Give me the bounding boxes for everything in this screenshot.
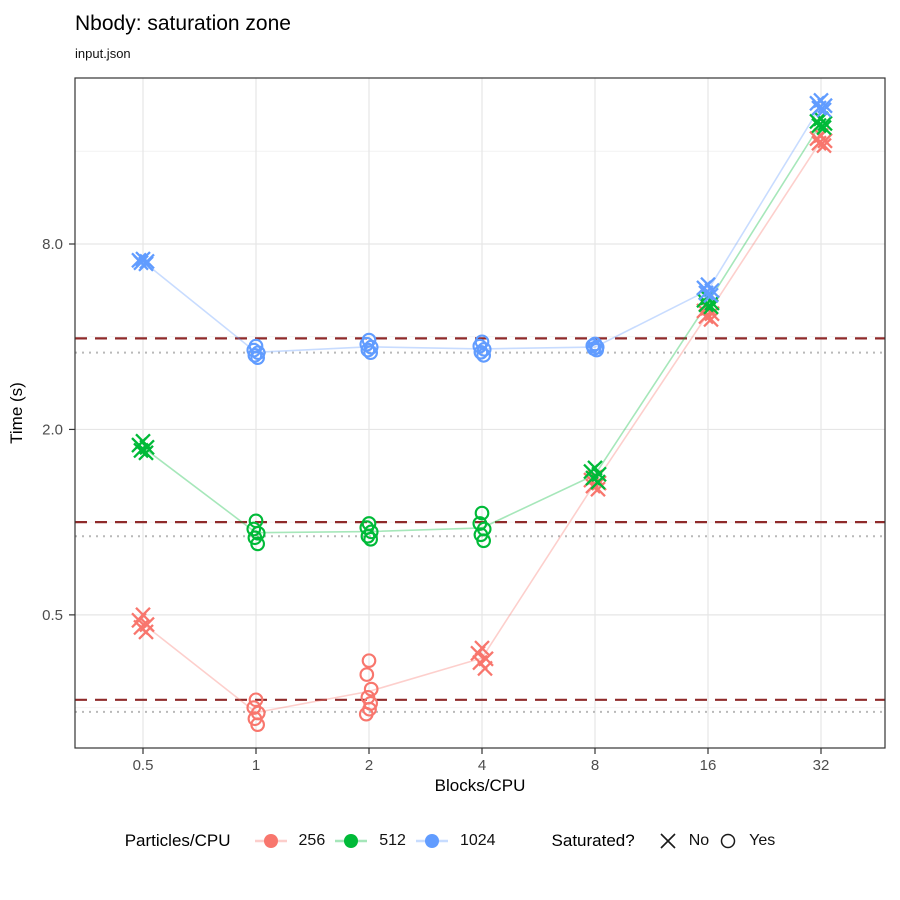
data-point-circle (360, 528, 376, 544)
data-point-circle (250, 345, 266, 361)
data-point-x (133, 254, 149, 271)
legend-key-dot-icon (335, 834, 368, 848)
legend-color-items: 256 512 1024 (245, 831, 496, 851)
y-axis-title: Time (s) (7, 382, 26, 444)
legend-shape-item-No: No (657, 831, 709, 851)
data-point-x (477, 660, 493, 677)
data-point-circle (473, 344, 489, 360)
data-point-circle (247, 347, 263, 363)
data-point-circle (250, 350, 265, 366)
data-point-circle (363, 531, 379, 547)
x-tick-label: 8 (591, 757, 599, 774)
legend-color-label: 1024 (459, 832, 496, 849)
x-tick-label: 16 (700, 757, 717, 774)
data-point-x (811, 117, 827, 134)
y-tick-label: 0.5 (42, 607, 63, 624)
legend-shape-item-Yes: Yes (717, 831, 775, 851)
data-point-x (816, 102, 832, 118)
legend-shape-label: Yes (749, 832, 776, 849)
axis-layer: 0.5 1 2 4 8 16 32 0.5 2.0 8.0 (42, 236, 829, 774)
legend-key-x-icon (660, 833, 676, 849)
data-point-circle (476, 533, 492, 549)
legend-key-dot-icon (254, 834, 287, 848)
data-point-circle (250, 536, 265, 552)
data-point-x (138, 255, 154, 272)
data-point-x (698, 285, 714, 301)
data-point-x (703, 311, 719, 328)
data-point-x (811, 100, 827, 116)
data-point-circle (476, 341, 492, 357)
y-tick-label: 8.0 (42, 236, 63, 253)
panel-border (74, 77, 886, 749)
data-point-circle (363, 339, 379, 355)
legend-shape-items: No Yes (649, 831, 775, 851)
data-point-x (138, 444, 154, 461)
legend-color-label: 512 (379, 832, 406, 849)
legend-color-item-256: 256 (253, 831, 326, 851)
legend-shape-title: Saturated? (551, 831, 635, 850)
data-point-circle (250, 717, 265, 733)
data-point-x (811, 135, 827, 151)
data-point-x (698, 296, 714, 313)
data-point-circle (474, 505, 490, 521)
x-tick-label: 1 (252, 757, 260, 774)
legend-color-title: Particles/CPU (124, 831, 231, 850)
data-point-x (470, 645, 486, 662)
data-point-x (816, 137, 832, 154)
data-point-circle (246, 521, 262, 537)
x-tick-label: 32 (813, 757, 830, 774)
chart-subtitle: input.json (75, 46, 131, 61)
legend-color-label: 256 (298, 832, 326, 849)
data-point-circle (361, 653, 377, 669)
legend-key-circle-icon (720, 833, 736, 849)
chart-title: Nbody: saturation zone (75, 12, 291, 35)
x-tick-label: 2 (365, 757, 373, 774)
plot-svg: 0.5 1 2 4 8 16 32 0.5 2.0 8.0 Blocks/CPU Time (s) (7, 77, 886, 795)
data-point-x (816, 119, 832, 136)
data-point-circle (358, 706, 374, 722)
data-point-circle (359, 667, 375, 682)
data-points-layer (131, 92, 833, 733)
data-point-x (703, 287, 719, 304)
data-point-x (703, 299, 719, 315)
legend-color-item-1024: 1024 (414, 831, 496, 851)
legend: Particles/CPU 256 512 1024 Saturated? No Ye… (0, 831, 900, 851)
y-tick-label: 2.0 (42, 421, 63, 438)
data-point-circle (360, 342, 376, 358)
data-point-x (590, 474, 606, 490)
legend-color-item-512: 512 (333, 831, 406, 851)
data-point-circle (363, 345, 379, 361)
x-axis-title: Blocks/CPU (435, 776, 526, 795)
legend-shape-label: No (688, 832, 710, 849)
reference-lines-layer (75, 337, 885, 713)
x-tick-label: 4 (478, 757, 486, 774)
x-tick-label: 0.5 (133, 757, 154, 774)
data-point-circle (363, 681, 379, 697)
legend-key-dot-icon (415, 834, 448, 848)
data-point-x (138, 624, 154, 640)
data-point-circle (476, 347, 492, 363)
data-point-x (590, 481, 606, 497)
data-point-circle (589, 342, 605, 358)
data-point-x (133, 442, 149, 459)
